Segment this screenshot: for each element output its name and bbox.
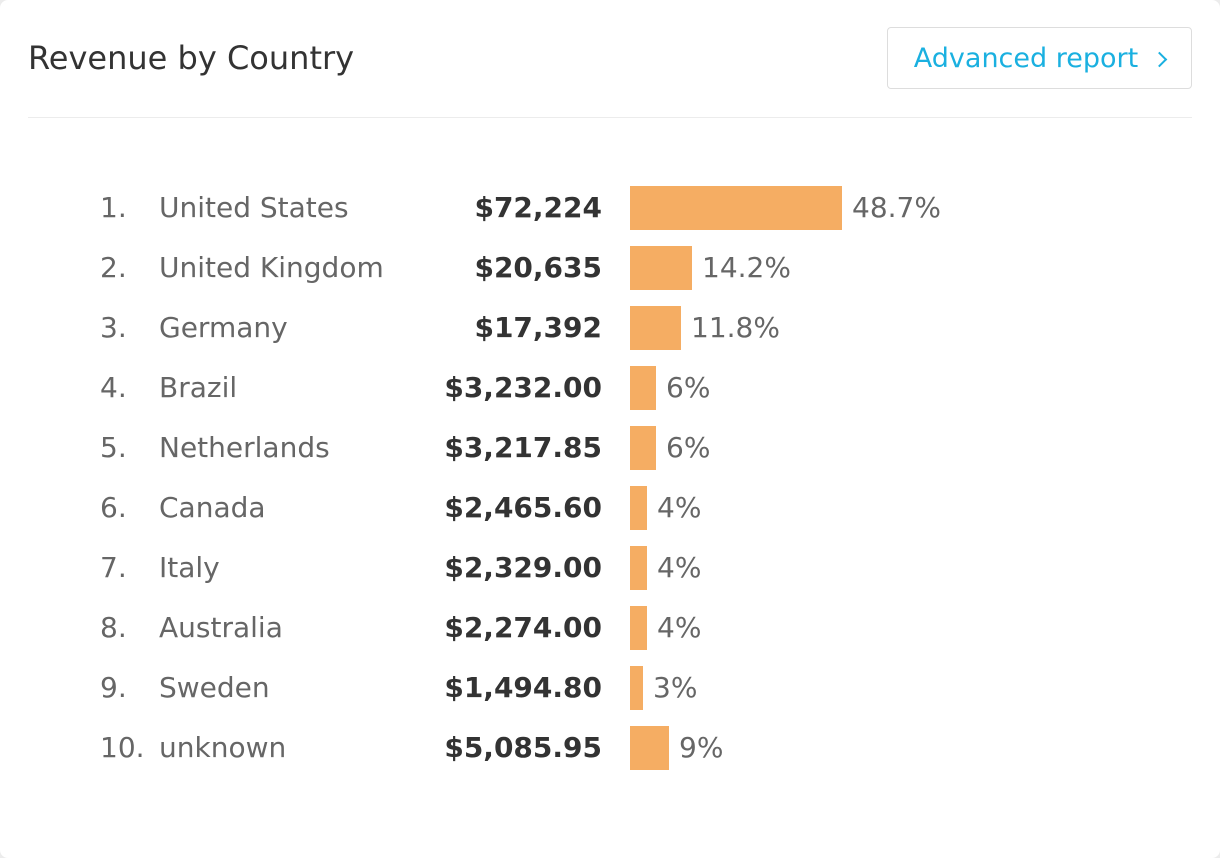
revenue-value: $2,274.00 — [444, 611, 602, 644]
country-name: Italy — [159, 551, 220, 584]
country-name: unknown — [159, 731, 287, 764]
rank-number: 7. — [100, 551, 127, 584]
percent-label: 3% — [653, 671, 698, 704]
revenue-value: $20,635 — [474, 251, 602, 284]
revenue-value: $5,085.95 — [444, 731, 602, 764]
revenue-value: $17,392 — [474, 311, 602, 344]
revenue-bar — [630, 606, 647, 650]
table-row: 4. Brazil $3,232.00 6% — [0, 358, 1220, 418]
revenue-value: $72,224 — [474, 191, 602, 224]
chevron-right-icon — [1151, 51, 1168, 67]
revenue-bar — [630, 366, 656, 410]
rank-number: 6. — [100, 491, 127, 524]
revenue-value: $3,232.00 — [444, 371, 602, 404]
revenue-value: $2,465.60 — [444, 491, 602, 524]
rank-number: 2. — [100, 251, 127, 284]
rank-number: 10. — [100, 731, 145, 764]
country-name: Canada — [159, 491, 266, 524]
table-row: 6. Canada $2,465.60 4% — [0, 478, 1220, 538]
table-row: 2. United Kingdom $20,635 14.2% — [0, 238, 1220, 298]
rank-number: 9. — [100, 671, 127, 704]
revenue-bar — [630, 486, 647, 530]
percent-label: 14.2% — [702, 251, 791, 284]
percent-label: 11.8% — [691, 311, 780, 344]
rank-number: 5. — [100, 431, 127, 464]
rank-number: 4. — [100, 371, 127, 404]
country-name: Australia — [159, 611, 283, 644]
country-name: United Kingdom — [159, 251, 384, 284]
country-name: Germany — [159, 311, 288, 344]
percent-label: 9% — [679, 731, 724, 764]
table-row: 5. Netherlands $3,217.85 6% — [0, 418, 1220, 478]
rank-number: 1. — [100, 191, 127, 224]
revenue-bar — [630, 306, 681, 350]
percent-label: 4% — [657, 611, 702, 644]
revenue-bar — [630, 426, 656, 470]
revenue-value: $2,329.00 — [444, 551, 602, 584]
table-row: 3. Germany $17,392 11.8% — [0, 298, 1220, 358]
country-list: 1. United States $72,224 48.7% 2. United King… — [0, 178, 1220, 778]
revenue-value: $3,217.85 — [444, 431, 602, 464]
country-name: Netherlands — [159, 431, 330, 464]
rank-number: 3. — [100, 311, 127, 344]
percent-label: 4% — [657, 551, 702, 584]
revenue-bar — [630, 726, 669, 770]
revenue-value: $1,494.80 — [444, 671, 602, 704]
advanced-report-label: Advanced report — [913, 42, 1139, 74]
percent-label: 4% — [657, 491, 702, 524]
percent-label: 48.7% — [852, 191, 941, 224]
advanced-report-button[interactable]: Advanced report — [887, 27, 1192, 89]
revenue-bar — [630, 666, 643, 710]
percent-label: 6% — [666, 371, 711, 404]
rank-number: 8. — [100, 611, 127, 644]
revenue-bar — [630, 186, 842, 230]
table-row: 10. unknown $5,085.95 9% — [0, 718, 1220, 778]
country-name: Brazil — [159, 371, 238, 404]
table-row: 7. Italy $2,329.00 4% — [0, 538, 1220, 598]
percent-label: 6% — [666, 431, 711, 464]
card-title: Revenue by Country — [28, 39, 355, 77]
country-name: Sweden — [159, 671, 270, 704]
table-row: 1. United States $72,224 48.7% — [0, 178, 1220, 238]
revenue-bar — [630, 246, 692, 290]
table-row: 8. Australia $2,274.00 4% — [0, 598, 1220, 658]
card-header: Revenue by Country Advanced report — [28, 0, 1192, 118]
country-name: United States — [159, 191, 349, 224]
table-row: 9. Sweden $1,494.80 3% — [0, 658, 1220, 718]
revenue-bar — [630, 546, 647, 590]
